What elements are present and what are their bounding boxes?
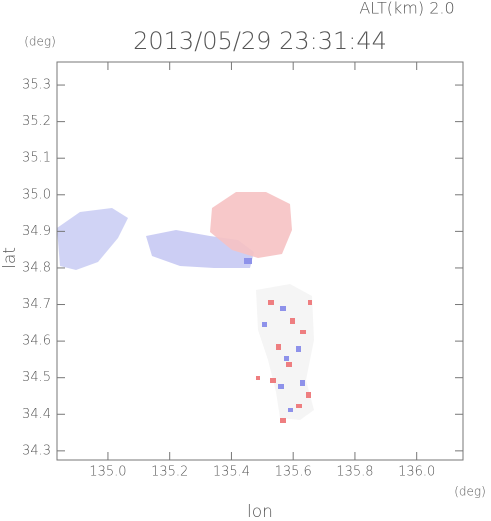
y-tick-label: 34.6 xyxy=(22,334,51,349)
x-label: lon xyxy=(247,502,273,521)
y-tick-label: 34.3 xyxy=(22,443,51,458)
x-unit: (deg) xyxy=(454,485,486,499)
x-tick-label: 135.4 xyxy=(213,465,250,480)
x-tick-label: 135.0 xyxy=(89,465,126,480)
x-tick-label: 135.6 xyxy=(275,465,312,480)
y-tick-label: 34.7 xyxy=(22,297,51,312)
y-tick-label: 35.2 xyxy=(22,114,51,129)
y-tick-label: 34.9 xyxy=(22,224,51,239)
plot-frame xyxy=(56,61,464,461)
y-tick-label: 34.5 xyxy=(22,370,51,385)
y-tick-label: 35.0 xyxy=(22,187,51,202)
y-tick-label: 34.4 xyxy=(22,407,51,422)
y-tick-label: 35.3 xyxy=(22,78,51,93)
y-tick-label: 34.8 xyxy=(22,260,51,275)
y-unit: (deg) xyxy=(24,35,56,49)
chart-title: 2013/05/29 23:31:44 xyxy=(133,27,387,55)
y-label: lat xyxy=(0,247,20,269)
subtitle: ALT(km) 2.0 xyxy=(359,0,454,18)
x-tick-label: 135.8 xyxy=(336,465,373,480)
x-tick-label: 136.0 xyxy=(398,465,435,480)
x-tick-label: 135.2 xyxy=(151,465,188,480)
radar-echo xyxy=(57,192,314,423)
y-tick-label: 35.1 xyxy=(22,151,51,166)
